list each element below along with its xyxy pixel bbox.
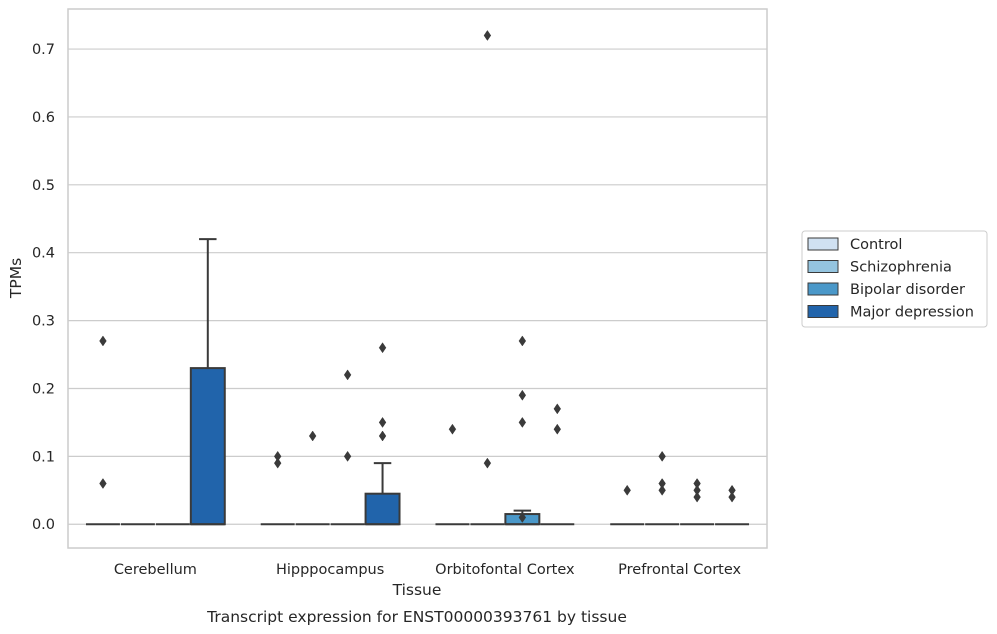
box-group	[364, 342, 401, 526]
box-group	[85, 335, 120, 526]
outlier-point	[728, 484, 736, 496]
y-tick-label: 0.2	[32, 381, 55, 397]
axis-ticks: 0.0 0.1 0.2 0.3 0.4 0.5 0.6 0.7 Cerebellum Hipppo…	[32, 42, 742, 578]
outlier-point	[693, 491, 701, 503]
legend-label: Major depression	[850, 305, 974, 321]
box	[364, 492, 401, 526]
outlier-point	[658, 484, 666, 496]
outlier-point	[273, 450, 282, 462]
box-group	[504, 335, 541, 526]
y-tick-label: 0.0	[32, 517, 55, 533]
plot-frame	[67, 8, 768, 549]
outlier-point	[448, 423, 457, 435]
legend-box	[801, 230, 988, 328]
outlier-point	[693, 478, 701, 489]
y-tick-label: 0.6	[32, 110, 55, 126]
outlier-point	[378, 416, 387, 428]
plot-border	[67, 8, 768, 549]
outlier-point	[273, 457, 282, 469]
outlier-point	[623, 484, 631, 496]
outlier-point	[483, 30, 492, 41]
outlier-point	[728, 491, 736, 503]
box-group	[435, 423, 470, 526]
x-tick-label: Hipppocampus	[276, 562, 384, 578]
legend-label: Bipolar disorder	[850, 282, 965, 298]
outlier-point	[378, 430, 387, 442]
box-group	[189, 238, 226, 526]
legend-swatch	[807, 305, 839, 318]
outlier-point	[553, 423, 562, 435]
y-tick-label: 0.3	[32, 314, 55, 330]
outlier-point	[518, 416, 527, 428]
outlier-point	[518, 335, 527, 347]
legend-swatch	[807, 237, 839, 251]
legend-swatch	[807, 282, 839, 296]
box-group	[470, 30, 505, 526]
outlier-point	[483, 457, 492, 469]
x-tick-label: Orbitofontal Cortex	[435, 562, 575, 578]
y-tick-label: 0.5	[32, 178, 55, 194]
x-tick-label: Cerebellum	[114, 562, 197, 578]
box-group	[330, 369, 365, 526]
outlier-point	[308, 430, 317, 442]
legend-swatch	[807, 260, 839, 273]
outlier-point	[553, 403, 562, 415]
outlier-point	[378, 342, 387, 354]
outlier-point	[99, 478, 107, 489]
y-tick-label: 0.1	[32, 449, 55, 465]
box-group	[610, 484, 645, 526]
y-tick-label: 0.4	[32, 246, 55, 262]
legend-label: Control	[850, 237, 902, 253]
outlier-point	[693, 484, 701, 496]
outlier-point	[658, 450, 666, 462]
box-group	[295, 430, 330, 526]
y-axis-label: TPMs	[7, 258, 25, 299]
x-axis-label: Tissue	[392, 581, 442, 599]
legend-label: Schizophrenia	[850, 260, 952, 276]
box	[189, 367, 226, 526]
gridlines	[68, 48, 767, 525]
box-group	[645, 450, 680, 526]
chart-title: Transcript expression for ENST0000039376…	[206, 608, 627, 626]
legend: Control Schizophrenia Bipolar disorder Majo…	[801, 230, 988, 328]
box-group	[260, 450, 295, 526]
box-group	[540, 403, 575, 526]
box-plot-series	[85, 30, 750, 526]
outlier-point	[343, 450, 352, 462]
outlier-point	[658, 478, 666, 489]
x-tick-label: Prefrontal Cortex	[618, 562, 741, 578]
box-group	[680, 478, 715, 526]
y-tick-label: 0.7	[32, 42, 55, 58]
outlier-point	[99, 335, 107, 347]
box-group	[715, 484, 750, 526]
outlier-point	[343, 369, 352, 381]
outlier-point	[518, 512, 527, 523]
outlier-point	[518, 389, 527, 401]
